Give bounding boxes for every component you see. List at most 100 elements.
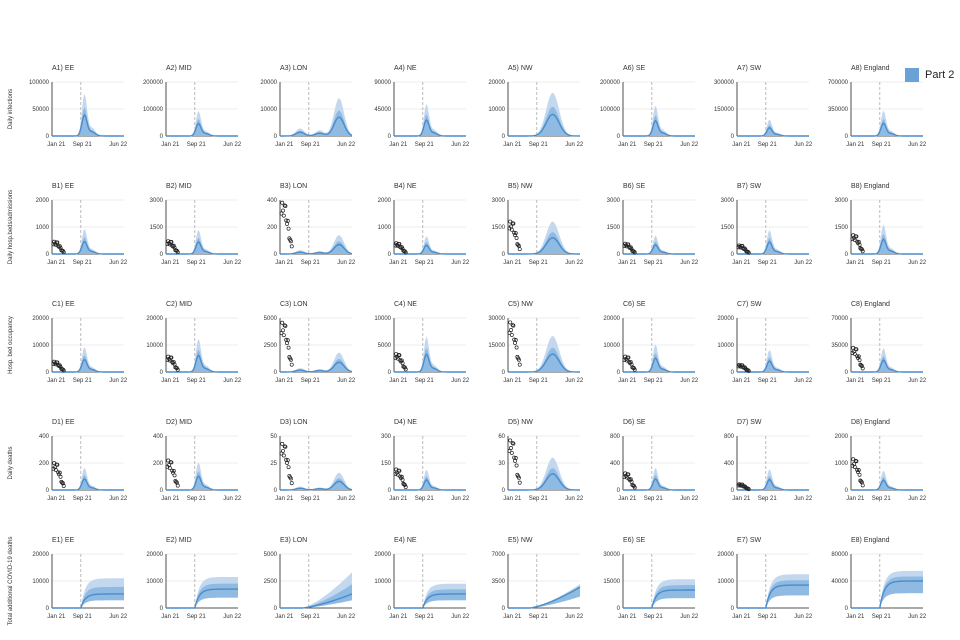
uncertainty-band-inner: [166, 349, 238, 372]
x-tick-label: Jan 21: [732, 142, 751, 148]
panel-title: C5) NW: [508, 301, 533, 308]
x-tick-label: Sep 21: [758, 614, 778, 620]
y-tick-label: 0: [46, 606, 50, 612]
observed-point: [509, 450, 514, 455]
legend: Part 2: [905, 68, 954, 82]
x-tick-label: Jan 21: [846, 614, 865, 620]
observed-point: [632, 250, 637, 255]
observed-point: [280, 441, 285, 446]
y-tick-label: 20000: [488, 80, 505, 86]
x-tick-label: Jan 21: [732, 378, 751, 384]
y-tick-label: 0: [160, 134, 164, 140]
uncertainty-band-inner: [737, 357, 809, 372]
uncertainty-band-inner: [623, 115, 695, 136]
median-line: [166, 475, 238, 491]
x-tick-label: Jan 21: [47, 378, 66, 384]
x-tick-label: Jan 21: [846, 260, 865, 266]
x-tick-label: Jun 22: [109, 378, 128, 384]
observed-point: [61, 250, 66, 255]
y-tick-label: 10000: [488, 107, 505, 113]
observed-point: [859, 364, 864, 368]
x-tick-label: Jun 22: [223, 378, 242, 384]
observed-point: [859, 247, 864, 252]
observed-point: [855, 467, 860, 472]
uncertainty-band-inner: [280, 110, 352, 136]
panel-title: A8) England: [851, 65, 890, 72]
y-tick-label: 10000: [374, 316, 391, 322]
observed-point: [57, 470, 62, 475]
observed-point: [283, 444, 288, 449]
y-tick-label: 20000: [260, 80, 277, 86]
y-tick-label: 5000: [264, 552, 278, 558]
median-line: [394, 478, 466, 491]
uncertainty-band-inner: [851, 476, 923, 490]
x-tick-label: Jan 21: [389, 260, 408, 266]
x-tick-label: Jan 21: [732, 614, 751, 620]
x-tick-label: Sep 21: [73, 496, 93, 502]
y-tick-label: 0: [274, 370, 278, 376]
y-tick-label: 10000: [717, 579, 734, 585]
uncertainty-band-inner: [851, 576, 923, 608]
panel-title: E3) LON: [280, 537, 307, 544]
observed-point: [509, 446, 513, 450]
x-tick-label: Jun 22: [680, 378, 699, 384]
y-tick-label: 3500: [492, 579, 506, 585]
x-tick-label: Sep 21: [758, 142, 778, 148]
observed-point: [514, 463, 519, 468]
observed-point: [281, 208, 285, 213]
x-tick-label: Jan 21: [161, 142, 180, 148]
y-tick-label: 20000: [146, 316, 163, 322]
median-line: [52, 113, 124, 137]
observed-point: [512, 337, 517, 342]
x-tick-label: Jun 22: [109, 260, 128, 266]
observed-point: [516, 475, 521, 480]
y-tick-label: 0: [731, 606, 735, 612]
row-ylabel: Total additional COVID-19 deaths: [8, 536, 14, 625]
y-tick-label: 0: [160, 488, 164, 494]
observed-point: [175, 250, 180, 255]
y-tick-label: 0: [160, 370, 164, 376]
x-tick-label: Jan 21: [161, 260, 180, 266]
y-tick-label: 50000: [32, 107, 49, 113]
uncertainty-band-inner: [52, 355, 124, 372]
observed-point: [174, 479, 179, 484]
y-tick-label: 1500: [721, 225, 735, 231]
median-line: [394, 118, 466, 137]
y-tick-label: 0: [502, 488, 506, 494]
y-tick-label: 10000: [32, 343, 49, 349]
y-tick-label: 1500: [835, 225, 849, 231]
x-tick-label: Jun 22: [908, 378, 927, 384]
observed-point: [175, 483, 180, 488]
y-tick-label: 800: [610, 434, 621, 440]
x-tick-label: Sep 21: [644, 614, 664, 620]
y-tick-label: 45000: [374, 107, 391, 113]
y-tick-label: 0: [388, 370, 392, 376]
uncertainty-band-outer: [280, 572, 352, 608]
y-tick-label: 3000: [150, 198, 164, 204]
observed-point: [857, 358, 862, 362]
uncertainty-band-inner: [851, 355, 923, 372]
uncertainty-band-inner: [737, 237, 809, 254]
panel-title: A4) NE: [394, 65, 417, 72]
observed-point: [171, 243, 176, 248]
x-tick-label: Sep 21: [301, 142, 321, 148]
observed-point: [626, 355, 631, 360]
panel-title: D4) NE: [394, 419, 417, 426]
median-line: [508, 353, 581, 373]
y-tick-label: 1500: [607, 225, 621, 231]
y-tick-label: 0: [274, 252, 278, 258]
x-tick-label: Jan 21: [275, 260, 294, 266]
y-tick-label: 0: [617, 488, 621, 494]
x-tick-label: Jan 21: [503, 496, 522, 502]
y-tick-label: 20000: [717, 316, 734, 322]
observed-point: [746, 250, 751, 255]
row-ylabel: Daily hosp.beds/admissions: [8, 190, 14, 264]
y-tick-label: 10000: [146, 579, 163, 585]
x-tick-label: Sep 21: [415, 614, 435, 620]
panel-title: A5) NW: [508, 65, 533, 72]
y-tick-label: 0: [845, 606, 849, 612]
uncertainty-band-inner: [394, 242, 466, 254]
y-tick-label: 1000: [835, 461, 849, 467]
observed-point: [746, 368, 751, 373]
uncertainty-band-inner: [394, 476, 466, 490]
